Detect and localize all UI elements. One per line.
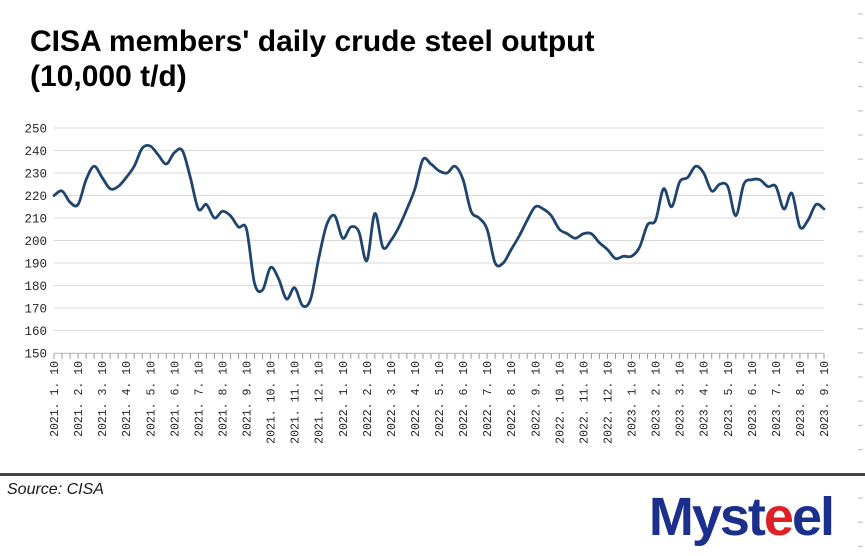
svg-text:2021. 10. 10: 2021. 10. 10 [266,361,279,444]
svg-text:2023. 5. 10: 2023. 5. 10 [723,361,736,437]
svg-text:2022. 4. 10: 2022. 4. 10 [410,361,423,437]
svg-text:2022. 6. 10: 2022. 6. 10 [458,361,471,437]
svg-text:2021. 2. 10: 2021. 2. 10 [73,361,86,437]
svg-text:250: 250 [24,123,47,137]
y-axis-labels: 250 240 230 220 210 200 190 180 170 160 150 [24,123,47,362]
svg-text:2022. 5. 10: 2022. 5. 10 [434,361,447,437]
svg-text:150: 150 [24,348,47,362]
logo-text-red: e [763,487,794,547]
svg-text:2021. 3. 10: 2021. 3. 10 [97,361,110,437]
svg-text:2021. 7. 10: 2021. 7. 10 [193,361,206,437]
right-edge-ticks [858,13,863,548]
svg-text:2023. 7. 10: 2023. 7. 10 [771,361,784,437]
svg-text:2021. 1. 10: 2021. 1. 10 [49,361,62,437]
svg-text:200: 200 [24,235,47,249]
chart-title: CISA members' daily crude steel output (… [30,24,595,94]
chart-title-line-1: CISA members' daily crude steel output [30,25,595,58]
svg-text:2021. 4. 10: 2021. 4. 10 [121,361,134,437]
svg-text:2022. 10. 10: 2022. 10. 10 [554,361,567,444]
svg-text:2021. 9. 10: 2021. 9. 10 [242,361,255,437]
svg-text:2023. 6. 10: 2023. 6. 10 [747,361,760,437]
svg-text:190: 190 [24,258,47,272]
svg-text:2023. 9. 10: 2023. 9. 10 [819,361,832,437]
svg-text:2023. 8. 10: 2023. 8. 10 [795,361,808,437]
svg-text:2022. 2. 10: 2022. 2. 10 [362,361,375,437]
svg-text:2022. 3. 10: 2022. 3. 10 [386,361,399,437]
logo-text-blue-2: el [791,487,835,547]
svg-text:2022. 8. 10: 2022. 8. 10 [506,361,519,437]
data-line [52,143,826,308]
svg-text:220: 220 [24,190,47,204]
svg-text:2023. 4. 10: 2023. 4. 10 [699,361,712,437]
mysteel-logo: Mysteel [648,486,835,548]
svg-text:160: 160 [24,325,47,339]
svg-text:2023. 1. 10: 2023. 1. 10 [627,361,640,437]
svg-text:2021. 5. 10: 2021. 5. 10 [145,361,158,437]
svg-text:2022. 9. 10: 2022. 9. 10 [530,361,543,437]
svg-text:180: 180 [24,280,47,294]
logo-text-blue-1: Myst [648,487,766,547]
x-axis-labels: 2021. 1. 10 2021. 2. 10 2021. 3. 10 2021. 4… [49,361,832,444]
svg-text:240: 240 [24,145,47,159]
svg-text:170: 170 [24,303,47,317]
svg-text:2021. 8. 10: 2021. 8. 10 [217,361,230,437]
svg-text:210: 210 [24,213,47,227]
svg-text:2023. 2. 10: 2023. 2. 10 [651,361,664,437]
svg-text:230: 230 [24,168,47,182]
x-axis-ticks [53,353,825,359]
svg-text:2021. 12. 10: 2021. 12. 10 [314,361,327,444]
chart-title-line-2: (10,000 t/d) [30,60,187,93]
svg-text:2022. 12. 10: 2022. 12. 10 [602,361,615,444]
source-label: Source: CISA [7,481,104,498]
svg-text:2022. 1. 10: 2022. 1. 10 [338,361,351,437]
svg-text:2023. 3. 10: 2023. 3. 10 [675,361,688,437]
svg-text:2021. 11. 10: 2021. 11. 10 [290,361,303,444]
svg-text:2021. 6. 10: 2021. 6. 10 [169,361,182,437]
svg-text:2022. 7. 10: 2022. 7. 10 [482,361,495,437]
footer-divider [0,473,865,476]
svg-text:2022. 11. 10: 2022. 11. 10 [578,361,591,444]
